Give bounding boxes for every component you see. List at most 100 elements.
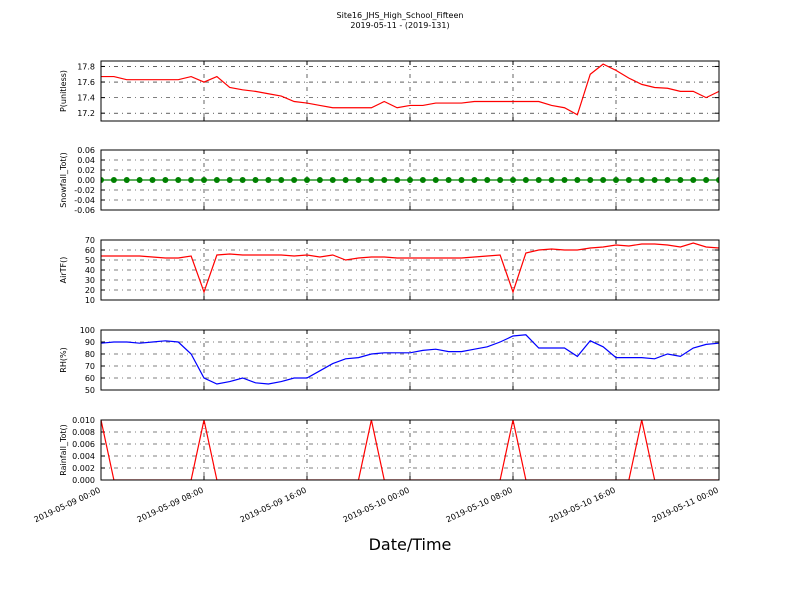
y-tick-label: 60 bbox=[85, 246, 95, 255]
y-axis-label: RH(%) bbox=[59, 347, 68, 372]
data-point bbox=[497, 177, 504, 183]
y-tick-label: 17.2 bbox=[77, 109, 95, 118]
y-axis-label: Rainfall_Tot() bbox=[59, 424, 68, 476]
data-point bbox=[110, 177, 117, 183]
data-point bbox=[368, 177, 375, 183]
data-point bbox=[355, 177, 362, 183]
y-tick-label: 17.8 bbox=[77, 62, 95, 71]
y-tick-label: 50 bbox=[85, 256, 95, 265]
data-point bbox=[510, 177, 516, 183]
y-tick-label: 10 bbox=[85, 296, 95, 305]
y-tick-label: 0.004 bbox=[72, 452, 95, 461]
y-tick-label: 0.04 bbox=[77, 156, 95, 165]
data-point bbox=[291, 177, 298, 183]
y-tick-label: 20 bbox=[85, 286, 95, 295]
data-line bbox=[101, 63, 719, 116]
plot-frame bbox=[100, 149, 720, 211]
data-point bbox=[716, 177, 719, 183]
data-point bbox=[239, 177, 246, 183]
data-point bbox=[265, 177, 272, 183]
data-point bbox=[535, 177, 542, 183]
y-tick-label: 70 bbox=[85, 362, 95, 371]
y-tick-label: -0.02 bbox=[74, 186, 95, 195]
data-point bbox=[188, 177, 195, 183]
data-point bbox=[664, 177, 671, 183]
data-point bbox=[613, 177, 619, 183]
y-tick-label: 0.010 bbox=[72, 416, 95, 425]
data-point bbox=[316, 177, 323, 183]
data-point bbox=[574, 177, 581, 183]
y-tick-label: 0.006 bbox=[72, 440, 95, 449]
data-point bbox=[677, 177, 684, 183]
plot-frame bbox=[100, 329, 720, 391]
data-point bbox=[651, 177, 658, 183]
y-tick-label: 0.06 bbox=[77, 146, 95, 155]
y-tick-label: -0.06 bbox=[74, 206, 95, 215]
y-tick-label: 50 bbox=[85, 386, 95, 395]
data-point bbox=[175, 177, 182, 183]
chart-subtitle: 2019-05-11 - (2019-131) bbox=[350, 21, 449, 30]
series bbox=[101, 242, 719, 294]
data-point bbox=[625, 177, 632, 183]
y-tick-label: 30 bbox=[85, 276, 95, 285]
data-point bbox=[484, 177, 491, 183]
data-point bbox=[149, 177, 156, 183]
data-point bbox=[381, 177, 388, 183]
data-point bbox=[278, 177, 285, 183]
data-point bbox=[432, 177, 439, 183]
data-point bbox=[638, 177, 645, 183]
y-tick-label: 17.4 bbox=[77, 94, 95, 103]
y-tick-label: 40 bbox=[85, 266, 95, 275]
data-point bbox=[213, 177, 220, 183]
data-point bbox=[226, 177, 233, 183]
y-tick-label: 0.00 bbox=[77, 176, 95, 185]
data-point bbox=[561, 177, 568, 183]
y-axis-label: Snowfall_Tot() bbox=[59, 152, 68, 208]
data-point bbox=[201, 177, 207, 183]
y-tick-label: 80 bbox=[85, 350, 95, 359]
plot-frame bbox=[100, 419, 720, 481]
data-point bbox=[587, 177, 594, 183]
data-point bbox=[600, 177, 607, 183]
chart-title: Site16_JHS_High_School_Fifteen bbox=[337, 11, 464, 20]
data-point bbox=[690, 177, 697, 183]
y-axis-label: AirTF() bbox=[59, 257, 68, 284]
plot-frame bbox=[100, 60, 720, 122]
data-point bbox=[162, 177, 169, 183]
y-tick-label: 0.02 bbox=[77, 166, 95, 175]
series bbox=[101, 334, 719, 385]
x-axis-label: Date/Time bbox=[369, 535, 452, 554]
y-tick-label: 70 bbox=[85, 236, 95, 245]
data-point bbox=[419, 177, 426, 183]
data-point bbox=[136, 177, 143, 183]
y-tick-label: 60 bbox=[85, 374, 95, 383]
y-tick-label: 0.000 bbox=[72, 476, 95, 485]
data-point bbox=[703, 177, 710, 183]
data-point bbox=[304, 177, 310, 183]
data-point bbox=[101, 177, 104, 183]
data-point bbox=[123, 177, 130, 183]
data-line bbox=[101, 242, 719, 294]
plot-frame bbox=[100, 239, 720, 301]
y-tick-label: 90 bbox=[85, 338, 95, 347]
series bbox=[101, 63, 719, 116]
y-tick-label: 17.6 bbox=[77, 78, 95, 87]
data-point bbox=[471, 177, 478, 183]
y-axis-label: P(unitless) bbox=[59, 70, 68, 112]
data-point bbox=[458, 177, 465, 183]
y-tick-label: 100 bbox=[80, 326, 95, 335]
y-tick-label: -0.04 bbox=[74, 196, 95, 205]
y-tick-label: 0.002 bbox=[72, 464, 95, 473]
y-tick-label: 0.008 bbox=[72, 428, 95, 437]
data-point bbox=[329, 177, 336, 183]
data-point bbox=[445, 177, 452, 183]
data-point bbox=[522, 177, 529, 183]
data-point bbox=[548, 177, 555, 183]
series bbox=[101, 177, 719, 183]
data-line bbox=[101, 334, 719, 385]
data-point bbox=[342, 177, 349, 183]
data-point bbox=[394, 177, 401, 183]
data-point bbox=[407, 177, 413, 183]
data-point bbox=[252, 177, 259, 183]
